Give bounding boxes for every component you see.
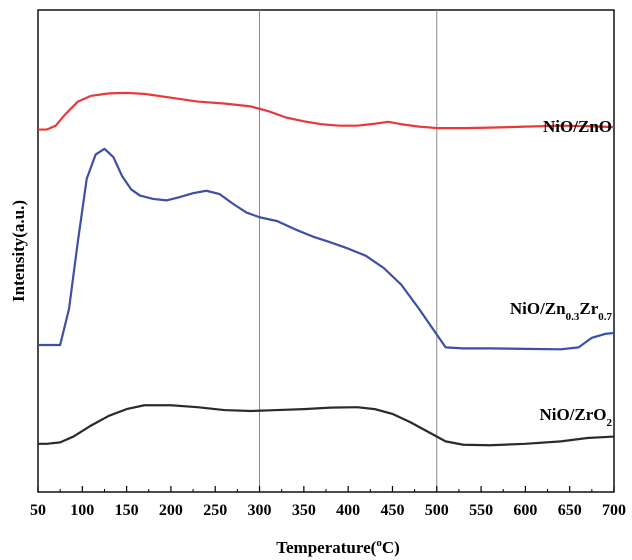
- x-tick-label-550: 550: [469, 502, 493, 519]
- x-tick-label-400: 400: [336, 502, 360, 519]
- x-tick-label-100: 100: [70, 502, 94, 519]
- x-axis-tick-labels: 50 100 150 200 250 300 350 400 450 500 550 600 650 70…: [30, 502, 626, 519]
- y-axis-title: Intensity(a.u.): [9, 200, 28, 302]
- x-tick-label-350: 350: [292, 502, 316, 519]
- x-tick-label-50: 50: [30, 502, 46, 519]
- x-tick-label-300: 300: [248, 502, 272, 519]
- x-tick-label-500: 500: [425, 502, 449, 519]
- x-tick-label-250: 250: [203, 502, 227, 519]
- series-line-2: [38, 404, 615, 447]
- x-tick-label-200: 200: [159, 502, 183, 519]
- x-tick-label-600: 600: [513, 502, 537, 519]
- series-lines: [38, 91, 615, 447]
- vertical-reference-lines: [259, 10, 438, 492]
- series-line-0: [38, 91, 615, 131]
- x-axis-ticks: [37, 486, 615, 492]
- x-axis-title: Temperature(oC): [276, 537, 400, 557]
- plot-frame: [37, 9, 615, 493]
- x-tick-label-150: 150: [115, 502, 139, 519]
- x-tick-label-450: 450: [380, 502, 404, 519]
- x-tick-label-650: 650: [558, 502, 582, 519]
- series-line-1: [38, 147, 615, 351]
- series-label-nio-zro2: NiO/ZrO2: [539, 405, 612, 429]
- series-label-nio-zno: NiO/ZnO: [543, 117, 612, 136]
- series-labels: NiO/ZnO NiO/Zn0.3Zr0.7 NiO/ZrO2: [510, 117, 613, 429]
- series-label-nio-zn-zr: NiO/Zn0.3Zr0.7: [510, 299, 613, 323]
- x-tick-label-700: 700: [602, 502, 626, 519]
